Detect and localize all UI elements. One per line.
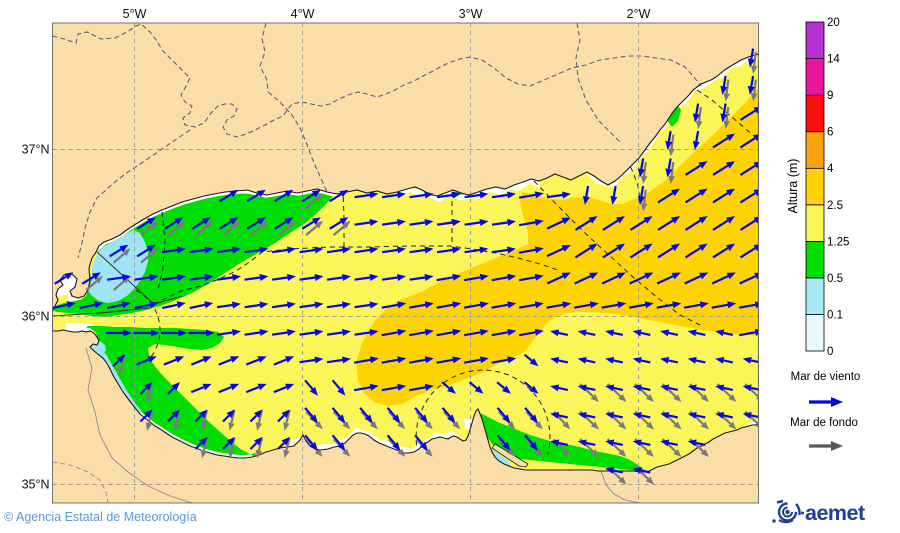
- svg-text:0: 0: [827, 346, 833, 358]
- svg-text:9: 9: [827, 90, 833, 102]
- svg-text:36°N: 36°N: [22, 310, 50, 324]
- svg-text:4°W: 4°W: [291, 7, 315, 21]
- svg-text:© Agencia Estatal de Meteorolo: © Agencia Estatal de Meteorología: [4, 510, 197, 524]
- svg-text:2°W: 2°W: [627, 7, 651, 21]
- svg-text:aemet: aemet: [805, 501, 865, 525]
- svg-text:2.5: 2.5: [827, 200, 843, 212]
- svg-text:37°N: 37°N: [22, 143, 50, 157]
- svg-text:35°N: 35°N: [22, 478, 50, 492]
- svg-text:6: 6: [827, 127, 833, 139]
- svg-text:Mar de fondo: Mar de fondo: [790, 417, 858, 429]
- svg-text:0.5: 0.5: [827, 273, 843, 285]
- svg-text:Altura (m): Altura (m): [786, 159, 800, 214]
- svg-text:0.1: 0.1: [827, 309, 843, 321]
- svg-text:20: 20: [827, 17, 840, 29]
- svg-text:14: 14: [827, 54, 840, 66]
- svg-text:3°W: 3°W: [459, 7, 483, 21]
- svg-text:4: 4: [827, 163, 834, 175]
- svg-text:5°W: 5°W: [123, 7, 147, 21]
- svg-text:1.25: 1.25: [827, 236, 849, 248]
- svg-text:Mar de viento: Mar de viento: [791, 371, 861, 383]
